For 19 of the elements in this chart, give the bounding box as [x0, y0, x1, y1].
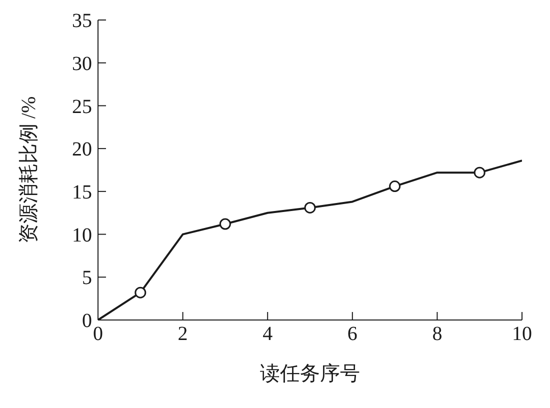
y-tick-label: 15: [72, 182, 92, 204]
x-axis-title: 读任务序号: [260, 363, 360, 385]
y-tick-label: 30: [72, 52, 92, 75]
y-tick-label: 25: [72, 96, 92, 118]
point: [134, 286, 146, 298]
y-tick-label: 20: [72, 138, 92, 161]
point: [474, 166, 486, 178]
y-tick-label: 5: [82, 267, 92, 290]
x-tick-label: 10: [512, 323, 532, 346]
x-tick-label: 2: [178, 323, 188, 346]
point: [389, 180, 401, 192]
x-tick-label: 6: [347, 323, 358, 346]
point: [304, 202, 316, 214]
x-tick-label: 4: [262, 323, 273, 346]
y-tick-label: 35: [72, 10, 92, 32]
x-tick-label: 8: [432, 323, 442, 346]
y-axis-title: 资源消耗比例 /%: [18, 96, 40, 244]
point: [219, 218, 231, 230]
y-tick-label: 10: [72, 224, 92, 246]
